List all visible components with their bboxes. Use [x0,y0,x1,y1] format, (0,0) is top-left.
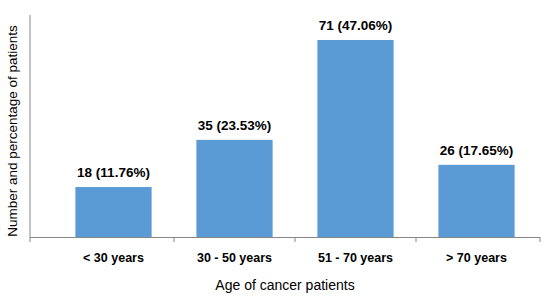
x-tick-label: 51 - 70 years [318,251,393,265]
data-label: 71 (47.06%) [319,18,393,33]
x-tick-label: > 70 years [446,251,507,265]
bar [196,140,272,237]
chart: < 30 years 30 - 50 years 51 - 70 years > 70… [0,0,556,301]
x-tick [295,237,296,242]
data-label: 26 (17.65%) [440,143,514,158]
y-axis-title: Number and percentage of patients [5,25,20,237]
bar [75,187,151,237]
x-tick [30,237,31,242]
x-tick-label: < 30 years [83,251,144,265]
data-label: 35 (23.53%) [198,118,272,133]
x-tick [416,237,417,242]
bar [317,40,393,237]
x-axis-line [30,237,540,238]
chart-container: < 30 years 30 - 50 years 51 - 70 years > 70… [0,0,556,301]
x-axis-title: Age of cancer patients [215,277,354,293]
bar [438,165,514,237]
x-tick [540,237,541,242]
y-axis-line [30,15,31,237]
x-tick [174,237,175,242]
x-tick-label: 30 - 50 years [197,251,272,265]
data-label: 18 (11.76%) [77,165,150,180]
bars [75,40,514,237]
